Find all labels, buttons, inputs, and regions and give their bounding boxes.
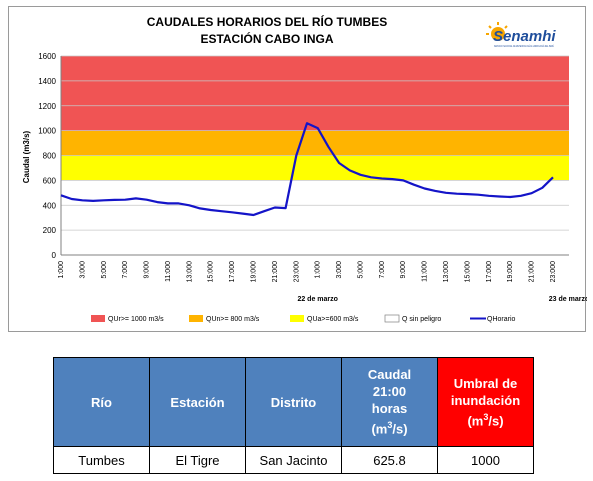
umbral-unit-exp: 3: [483, 411, 489, 422]
threshold-bands: [61, 56, 569, 255]
cell-estacion: El Tigre: [149, 446, 246, 474]
band-3: [61, 180, 569, 255]
sun-icon: [486, 22, 508, 41]
senamhi-logo: Senamhi SERVICIO NACIONAL DE METEOROLOGÍ…: [486, 22, 556, 48]
y-tick-label-7: 1400: [38, 77, 56, 86]
legend-label-0: QUr>= 1000 m3/s: [108, 316, 164, 323]
x-tick-label-13: 3:000: [336, 261, 343, 279]
legend-swatch-3: [384, 314, 400, 323]
chart-title-line-2: ESTACIÓN CABO INGA: [200, 31, 333, 46]
header-rio: Río: [53, 357, 150, 447]
x-tick-label-14: 5:000: [357, 261, 364, 279]
header-distrito: Distrito: [245, 357, 342, 447]
x-tick-labels: 1:000 3:000 5:000 7:000 9:000 11:000 13:000 15:…: [58, 261, 557, 283]
y-tick-label-5: 1000: [38, 127, 56, 136]
x-tick-label-1: 3:000: [79, 261, 86, 279]
x-tick-label-4: 9:000: [144, 261, 151, 279]
x-tick-label-17: 11:000: [422, 261, 429, 282]
cell-umbral: 1000: [437, 446, 534, 474]
y-tick-label-3: 600: [43, 176, 57, 185]
umbral-unit-open: (m: [467, 413, 484, 429]
y-tick-label-2: 400: [43, 201, 57, 210]
caudal-label: Caudal: [367, 367, 412, 383]
x-tick-label-15: 7:000: [379, 261, 386, 279]
x-tick-label-23: 23:000: [550, 261, 557, 283]
chart: CAUDALES HORARIOS DEL RÍO TUMBES ESTACIÓ…: [22, 14, 587, 323]
cell-rio: Tumbes: [53, 446, 150, 474]
date-label-1: 23 de marzo: [549, 296, 587, 303]
x-tick-label-22: 21:000: [529, 261, 536, 283]
logo-text: Senamhi: [493, 28, 556, 45]
legend-label-2: QUa>=600 m3/s: [307, 316, 359, 323]
date-labels: 22 de marzo 23 de marzo: [297, 296, 587, 303]
x-tick-label-7: 15:000: [208, 261, 215, 283]
band-2: [61, 155, 569, 181]
caudal-unit-open: (m: [371, 421, 388, 437]
x-tick-label-18: 13:000: [443, 261, 450, 283]
y-tick-labels: 0 200 400 600 800 1000 1200 1400 1600: [38, 52, 56, 260]
legend-label-4: QHorario: [487, 316, 516, 323]
y-axis-label: Caudal (m3/s): [22, 130, 31, 183]
cell-distrito: San Jacinto: [245, 446, 342, 474]
header-caudal: Caudal 21:00 horas (m3/s): [341, 357, 438, 447]
y-tick-label-6: 1200: [38, 102, 56, 111]
x-tick-label-3: 7:000: [122, 261, 129, 279]
x-tick-label-2: 5:000: [101, 261, 108, 279]
chart-title-line-1: CAUDALES HORARIOS DEL RÍO TUMBES: [147, 14, 387, 29]
legend-swatch-1: [189, 315, 203, 322]
umbral-unit-close: /s): [488, 413, 504, 429]
axes: [60, 56, 569, 256]
cell-caudal: 625.8: [341, 446, 438, 474]
logo-subtext: SERVICIO NACIONAL DE METEOROLOGÍA E HIDR…: [494, 43, 554, 48]
legend-swatch-0: [91, 315, 105, 322]
caudal-hour-unit: horas: [371, 401, 408, 417]
legend-label-3: Q sin peligro: [402, 316, 441, 323]
legend-swatch-2: [290, 315, 304, 322]
band-1: [61, 130, 569, 156]
table-row: Tumbes El Tigre San Jacinto 625.8 1000: [53, 446, 534, 474]
caudal-hour: 21:00: [372, 384, 407, 400]
caudal-unit-close: /s): [392, 421, 408, 437]
x-tick-label-20: 17:000: [486, 261, 493, 283]
caudal-unit-exp: 3: [387, 420, 393, 431]
y-tick-label-0: 0: [52, 251, 57, 260]
y-tick-label-8: 1600: [38, 52, 56, 61]
date-label-0: 22 de marzo: [297, 296, 337, 303]
legend: QUr>= 1000 m3/s QUn>= 800 m3/s QUa>=600 m3…: [91, 314, 516, 323]
series-lines: [60, 122, 554, 217]
x-tick-label-11: 23:000: [293, 261, 300, 283]
band-0: [61, 56, 569, 131]
x-tick-label-8: 17:000: [229, 261, 236, 283]
chart-frame: CAUDALES HORARIOS DEL RÍO TUMBES ESTACIÓ…: [8, 6, 587, 332]
x-tick-label-12: 1:000: [315, 261, 322, 279]
header-umbral: Umbral de inundación (m3/s): [437, 357, 534, 447]
y-tick-label-4: 800: [43, 152, 57, 161]
series-line-0: [60, 122, 554, 217]
umbral-label-2: inundación: [450, 392, 521, 408]
x-tick-label-5: 11:000: [165, 261, 172, 282]
x-tick-label-9: 19:000: [251, 261, 258, 283]
table-header-row: Río Estación Distrito Caudal 21:00 horas…: [53, 357, 534, 447]
x-tick-label-0: 1:000: [58, 261, 65, 279]
x-tick-label-19: 15:000: [464, 261, 471, 283]
x-tick-label-6: 13:000: [186, 261, 193, 283]
x-tick-label-10: 21:000: [272, 261, 279, 283]
data-table: Río Estación Distrito Caudal 21:00 horas…: [53, 357, 534, 474]
x-tick-label-21: 19:000: [507, 261, 514, 283]
y-tick-label-1: 200: [43, 226, 57, 235]
x-tick-label-16: 9:000: [400, 261, 407, 279]
umbral-label: Umbral de: [453, 375, 518, 391]
legend-label-1: QUn>= 800 m3/s: [206, 316, 260, 323]
header-estacion: Estación: [149, 357, 246, 447]
